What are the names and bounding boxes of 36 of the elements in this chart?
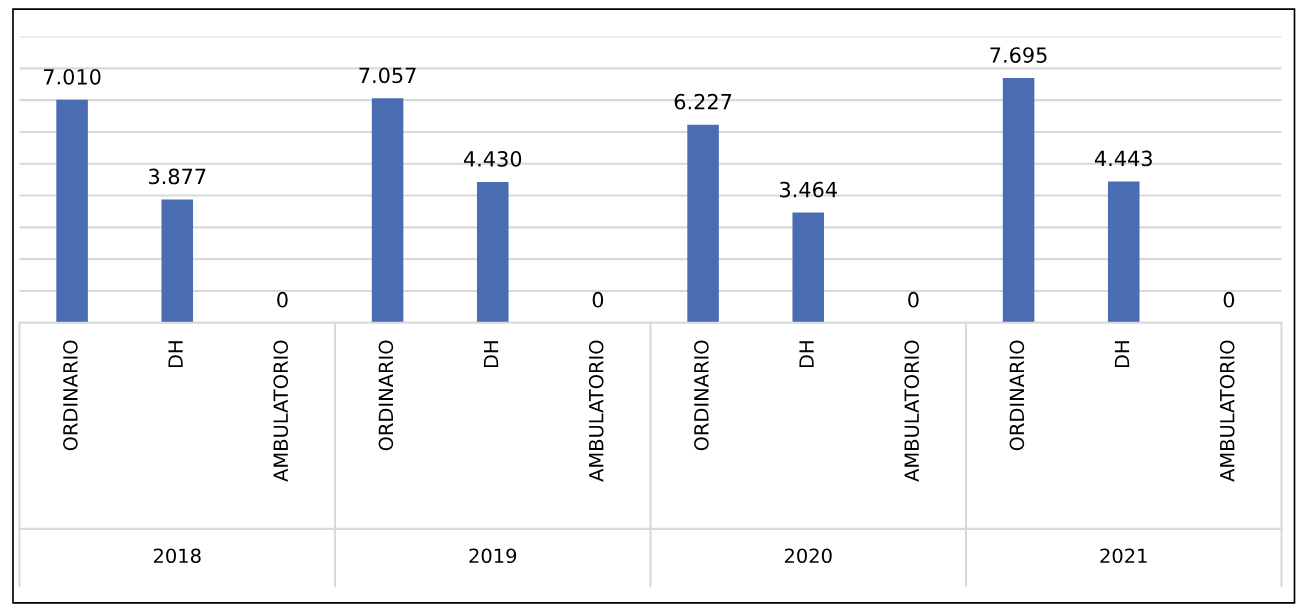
text: 2018 <box>153 548 201 564</box>
bar <box>687 124 719 323</box>
bar <box>792 212 825 323</box>
x-tick-label: AMBULATORIO <box>588 340 604 482</box>
bar <box>1107 181 1140 323</box>
bar <box>371 98 404 323</box>
data-label: 4.443 <box>1094 150 1152 167</box>
data-label: 0 <box>592 291 604 308</box>
data-label: 6.227 <box>674 93 732 110</box>
data-label: 0 <box>277 291 288 308</box>
x-tick-label: DH <box>1114 341 1130 368</box>
data-label: 3.877 <box>149 168 206 185</box>
x-tick-label: DH <box>799 341 814 368</box>
data-label: 4.430 <box>463 150 522 167</box>
data-label: 7.010 <box>43 68 101 85</box>
x-tick-label: ORDINARIO <box>63 340 78 451</box>
x-tick-label: AMBULATORIO <box>273 340 289 482</box>
text: 2019 <box>469 548 517 564</box>
x-tick-label: ORDINARIO <box>378 340 394 451</box>
bar <box>56 99 88 323</box>
bar <box>476 181 509 323</box>
text: 2020 <box>784 548 832 564</box>
bar <box>1002 78 1035 323</box>
x-tick-label: ORDINARIO <box>694 340 709 451</box>
bar <box>161 199 194 323</box>
data-label: 7.695 <box>990 47 1047 63</box>
x-tick-label: AMBULATORIO <box>1219 340 1235 482</box>
data-label: 3.464 <box>780 181 837 198</box>
data-label: 7.057 <box>359 67 416 84</box>
x-tick-label: DH <box>483 341 499 368</box>
x-tick-label: ORDINARIO <box>1009 340 1025 451</box>
data-label: 0 <box>908 291 919 308</box>
text: 2021 <box>1100 548 1147 564</box>
x-tick-label: AMBULATORIO <box>904 340 920 482</box>
x-tick-label: DH <box>168 341 183 368</box>
data-label: 0 <box>1223 291 1235 308</box>
